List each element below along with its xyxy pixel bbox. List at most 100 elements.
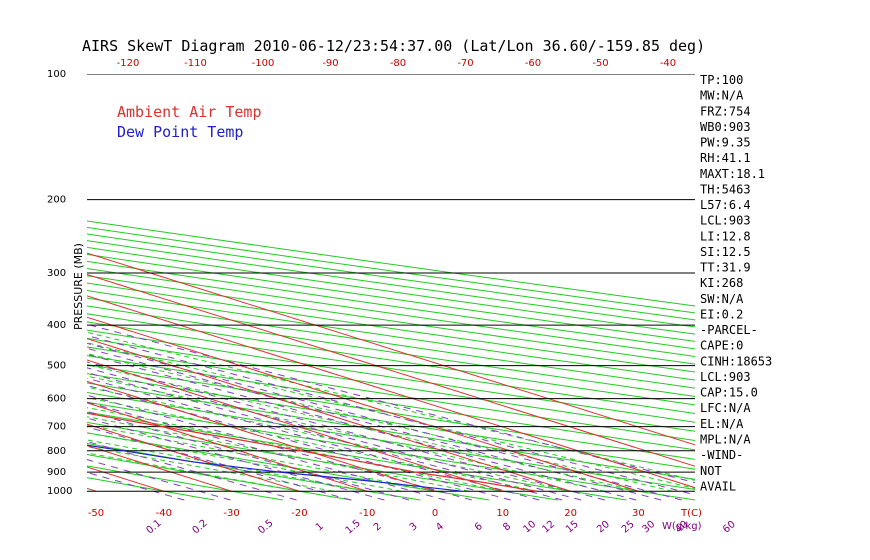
index-mpl-n-a-23: MPL:N/A [700, 432, 751, 446]
isotherm-30 [87, 316, 639, 492]
dry-adiabat-100 [87, 337, 695, 432]
mixing-tick-0-2: 0.2 [190, 518, 209, 537]
bottom-temp-tick-30: -30 [223, 508, 239, 519]
legend-ambient-air-temp: Ambient Air Temp [117, 103, 262, 121]
isotherm-20 [87, 338, 571, 492]
mixing-line-60 [90, 324, 695, 484]
bottom-temp-tick-50: -50 [88, 508, 104, 519]
mixing-tick-12: 12 [540, 519, 557, 536]
index-cape-0-17: CAPE:0 [700, 339, 743, 353]
mixing-tick-15: 15 [564, 519, 581, 536]
bottom-temperature-axis: -50 -40 -30 -20 -10 0 10 20 30 [88, 508, 645, 519]
pressure-tick-900: 900 [47, 467, 66, 478]
index-tp-100-0: TP:100 [700, 73, 743, 87]
mixing-line-4 [87, 394, 472, 501]
dry-adiabat-20 [87, 411, 627, 501]
mixing-line-40 [87, 335, 695, 496]
index-not-25: NOT [700, 464, 722, 478]
bottom-temp-tick-30: 30 [632, 508, 645, 519]
dry-adiabat-250 [87, 226, 695, 314]
mixing-line-25 [87, 347, 662, 501]
top-temp-tick-90: -90 [322, 58, 338, 69]
mixing-line-20 [87, 353, 637, 501]
isotherm--10 [87, 402, 368, 492]
mixing-tick-20: 20 [595, 519, 612, 536]
pressure-tick-400: 400 [47, 320, 66, 331]
top-temp-tick-40: -40 [660, 58, 676, 69]
top-temp-tick-70: -70 [457, 58, 473, 69]
mixing-ratio-unit: W(g/kg) [662, 521, 702, 532]
pressure-tick-800: 800 [47, 446, 66, 457]
index-parcel-16: -PARCEL- [700, 323, 758, 337]
mixing-ratio-lines [87, 324, 695, 501]
top-temp-tick-60: -60 [525, 58, 541, 69]
mixing-line-6 [87, 384, 511, 501]
pressure-tick-600: 600 [47, 394, 66, 405]
index-tt-31-9-12: TT:31.9 [700, 261, 751, 275]
profile-series [87, 412, 537, 492]
top-temp-tick-110: -110 [184, 58, 207, 69]
moist-adiabat-40 [87, 342, 695, 490]
top-temperature-axis: -120 -110 -100 -90 -80 -70 -60 -50 -40 [117, 58, 677, 69]
dry-adiabat-60 [87, 373, 695, 470]
index-li-12-8-10: LI:12.8 [700, 229, 751, 243]
dry-adiabat-240 [87, 233, 695, 321]
isotherm-60 [87, 252, 695, 446]
isotherm-50 [87, 273, 695, 467]
top-temp-tick-50: -50 [592, 58, 608, 69]
bottom-temp-tick-20: 20 [564, 508, 577, 519]
index-cap-15-0-20: CAP:15.0 [700, 386, 758, 400]
moist-adiabat-20 [87, 386, 571, 492]
mixing-line-2 [87, 410, 410, 501]
isotherm-10 [87, 359, 503, 492]
index-lcl-903-9: LCL:903 [700, 214, 751, 228]
isobars [87, 74, 695, 492]
isotherms [87, 252, 695, 492]
mixing-line-15 [87, 361, 605, 501]
pressure-axis: 100 200 300 400 500 600 700 800 900 1000 [47, 69, 72, 497]
dry-adiabat-230 [87, 240, 695, 328]
mixing-tick-30: 30 [640, 519, 657, 536]
dry-adiabat--20 [87, 454, 352, 501]
isotherm--30 [87, 445, 232, 492]
y-axis-label: PRESSURE (MB) [72, 243, 85, 330]
index-avail-26: AVAIL [700, 479, 736, 493]
mixing-tick-4: 4 [434, 521, 446, 534]
dry-adiabat-80 [87, 355, 695, 451]
index-mw-n-a-1: MW:N/A [700, 89, 744, 103]
dry-adiabat-130 [87, 313, 695, 406]
pressure-tick-200: 200 [47, 195, 66, 206]
pressure-tick-300: 300 [47, 268, 66, 279]
mixing-tick-2: 2 [372, 521, 384, 534]
index-pw-9-35-4: PW:9.35 [700, 136, 751, 150]
dry-adiabat-260 [87, 220, 695, 307]
isotherm-0 [87, 380, 436, 492]
isotherm-40 [87, 295, 695, 489]
mixing-tick-1: 1 [314, 521, 326, 534]
moist-adiabat-35 [87, 353, 673, 492]
mixing-tick-25: 25 [620, 519, 637, 536]
mixing-tick-0-1: 0.1 [144, 518, 163, 537]
dry-adiabat-110 [87, 329, 695, 423]
index-maxt-18-1-6: MAXT:18.1 [700, 167, 765, 181]
index-frz-754-2: FRZ:754 [700, 104, 751, 118]
pressure-tick-1000: 1000 [47, 486, 72, 497]
mixing-tick-10: 10 [521, 519, 538, 536]
bottom-temp-tick-10: 10 [496, 508, 509, 519]
moist-adiabat-25 [87, 375, 605, 492]
mixing-tick-1-5: 1.5 [344, 518, 363, 537]
mixing-ratio-axis: 0.1 0.2 0.5 1 1.5 2 3 4 6 8 10 12 15 20 25 30 40 60 [144, 518, 737, 537]
pressure-tick-500: 500 [47, 361, 66, 372]
bottom-temp-tick-40: -40 [156, 508, 172, 519]
legend: Ambient Air Temp Dew Point Temp [117, 103, 262, 141]
mixing-line-12 [87, 367, 582, 501]
index-th-5463-7: TH:5463 [700, 182, 751, 196]
pressure-tick-100: 100 [47, 69, 66, 80]
index-wind-24: -WIND- [700, 448, 743, 462]
index-cinh-18653-18: CINH:18653 [700, 354, 772, 368]
dry-adiabat-90 [87, 346, 695, 441]
mixing-line-1-5 [87, 417, 385, 501]
mixing-tick-8: 8 [501, 521, 513, 534]
